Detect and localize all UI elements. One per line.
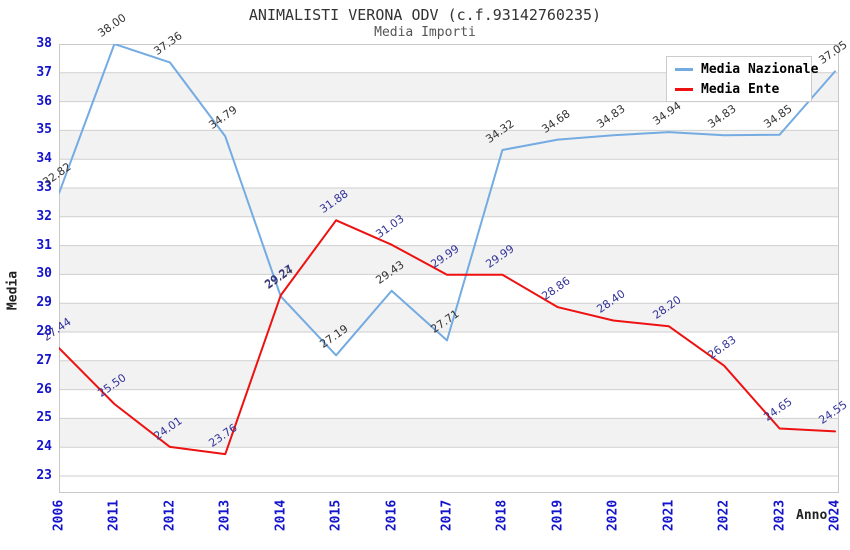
x-tick-label: 2011 bbox=[106, 499, 122, 532]
x-tick-label: 2020 bbox=[605, 499, 621, 532]
legend-swatch-media-ente bbox=[675, 87, 693, 91]
x-tick-label: 2018 bbox=[494, 499, 510, 532]
y-tick-label: 29 bbox=[36, 295, 52, 311]
x-tick-label: 2014 bbox=[273, 499, 289, 532]
x-tick-label: 2017 bbox=[439, 499, 455, 532]
plot-band bbox=[59, 245, 839, 275]
y-tick-label: 36 bbox=[36, 93, 52, 109]
x-tick-label: 2015 bbox=[328, 499, 344, 532]
plot-band bbox=[59, 360, 839, 390]
plot-band bbox=[59, 188, 839, 217]
y-tick-label: 25 bbox=[36, 410, 52, 426]
y-tick-label: 28 bbox=[36, 324, 52, 339]
legend-swatch-media-nazionale bbox=[675, 67, 693, 71]
x-tick-label: 2022 bbox=[716, 499, 732, 532]
x-tick-label: 2016 bbox=[384, 499, 400, 532]
x-tick-label: 2021 bbox=[661, 499, 677, 532]
y-tick-label: 23 bbox=[36, 468, 52, 483]
x-tick-label: 2006 bbox=[51, 499, 67, 532]
legend-item-media-ente: Media Ente bbox=[675, 81, 811, 97]
plot-border bbox=[59, 44, 839, 493]
y-tick-label: 34 bbox=[36, 151, 52, 167]
y-tick-label: 26 bbox=[36, 381, 52, 397]
legend-item-media-nazionale: Media Nazionale bbox=[675, 61, 818, 77]
chart-title: ANIMALISTI VERONA ODV (c.f.93142760235) bbox=[248, 6, 602, 24]
x-tick-label: 2023 bbox=[772, 499, 788, 532]
y-tick-label: 35 bbox=[36, 122, 52, 138]
plot-band bbox=[59, 303, 839, 332]
y-tick-label: 32 bbox=[36, 208, 52, 224]
y-tick-label: 30 bbox=[36, 266, 52, 282]
legend-label-media-nazionale: Media Nazionale bbox=[701, 61, 819, 77]
legend-label-media-ente: Media Ente bbox=[701, 81, 780, 97]
y-tick-label: 38 bbox=[36, 36, 52, 51]
plot-band bbox=[59, 418, 839, 448]
x-tick-label: 2012 bbox=[162, 499, 178, 532]
y-tick-label: 24 bbox=[36, 439, 52, 455]
y-tick-label: 37 bbox=[36, 64, 52, 80]
plot-area bbox=[59, 44, 839, 493]
y-tick-label: 33 bbox=[36, 180, 52, 195]
x-axis-title: Anno bbox=[796, 508, 828, 523]
legend: Media Nazionale Media Ente bbox=[666, 56, 818, 102]
series-line-media-nazionale bbox=[59, 44, 836, 357]
x-tick-label: 2019 bbox=[550, 499, 566, 532]
x-tick-label: 2024 bbox=[827, 499, 843, 532]
x-tick-label: 2013 bbox=[217, 499, 233, 532]
chart-subtitle: Media Importi bbox=[374, 25, 476, 40]
y-tick-label: 27 bbox=[36, 352, 52, 368]
y-axis-title: Media bbox=[5, 270, 21, 311]
series-line-media-ente bbox=[59, 219, 836, 456]
y-tick-label: 31 bbox=[36, 237, 52, 253]
